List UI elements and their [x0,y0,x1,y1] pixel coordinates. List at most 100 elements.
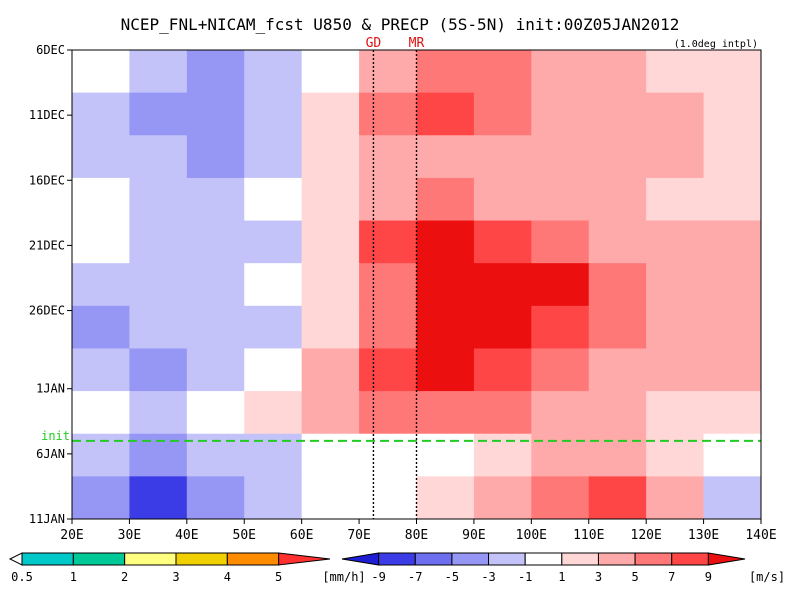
u850-cell [244,135,303,179]
u850-cell [531,348,590,392]
precip-legend-label: 4 [224,570,231,584]
u850-cell [531,92,590,136]
u850-cell [129,391,188,435]
x-tick-label: 50E [233,528,256,543]
u850-legend-swatch [707,552,746,566]
u850-cell [186,476,245,519]
u850-cell [416,50,475,94]
u850-legend-swatch [341,552,380,566]
u850-legend-label: -5 [445,570,459,584]
u850-cell [646,263,705,307]
x-tick-label: 30E [118,528,141,543]
u850-cell [129,92,188,136]
precip-legend-label: 2 [121,570,128,584]
u850-legend-swatch [451,552,490,566]
x-axis: 20E 30E 40E 50E 60E 70E 80E 90E 100E 110E 120E 130E… [60,519,777,543]
u850-cell [186,92,245,136]
u850-cell [588,135,647,179]
u850-cell [703,92,761,136]
u850-cell [359,50,418,94]
u850-cell [703,348,761,392]
u850-legend-label: -7 [408,570,422,584]
u850-legend-label: -3 [481,570,495,584]
u850-cell [72,263,131,307]
u850-cell [359,348,418,392]
u850-cell [703,391,761,435]
u850-cell [186,177,245,222]
u850-cell [473,263,532,307]
y-tick-label: 26DEC [29,304,65,318]
u850-cell [416,391,475,435]
precip-legend-swatch [226,552,280,566]
u850-cell [244,305,303,350]
u850-cell [473,220,532,264]
u850-legend-label: 3 [595,570,602,584]
u850-cell [531,135,590,179]
u850-cell [359,135,418,179]
u850-cell [646,391,705,435]
precip-legend-label: 0.5 [11,570,33,584]
x-tick-label: 90E [462,528,485,543]
u850-cell [129,476,188,519]
u850-cell [416,348,475,392]
u850-cell [473,92,532,136]
u850-cell [244,391,303,435]
u850-cell [72,348,131,392]
u850-cell [129,177,188,222]
u850-cell [72,305,131,350]
x-tick-label: 40E [175,528,198,543]
u850-cell [359,177,418,222]
u850-cell [588,348,647,392]
u850-cell [531,263,590,307]
precip-legend-swatch [278,552,331,566]
u850-cell [72,50,131,94]
u850-cell [244,92,303,136]
u850-cell [359,92,418,136]
u850-cell [416,92,475,136]
u850-cell [703,177,761,222]
x-tick-label: 60E [290,528,313,543]
u850-cell [72,177,131,222]
u850-cell [301,476,360,519]
u850-cell [359,220,418,264]
u850-cell [588,476,647,519]
u850-cell [72,220,131,264]
u850-cell [186,348,245,392]
u850-cell [301,177,360,222]
u850-cell [416,177,475,222]
u850-cell [646,220,705,264]
u850-cell [646,177,705,222]
u850-cell [244,263,303,307]
u850-legend-swatch [414,552,453,566]
u850-cell [186,220,245,264]
u850-cell [72,476,131,519]
u850-cell [703,476,761,519]
u850-legend-label: 9 [705,570,712,584]
u850-cell [531,305,590,350]
u850-cell [186,305,245,350]
u850-cell [646,92,705,136]
u850-cell [244,177,303,222]
u850-cell [531,391,590,435]
u850-cell [416,476,475,519]
u850-cell [129,348,188,392]
u850-cell [416,305,475,350]
u850-cell [301,391,360,435]
u850-cell [129,305,188,350]
u850-legend-swatch [524,552,563,566]
u850-cell [703,135,761,179]
u850-cell [301,348,360,392]
u850-legend: -9 -7 -5 -3 -1 1 3 5 7 9 [m/s] [341,552,785,584]
u850-cell [531,50,590,94]
x-tick-label: 70E [347,528,370,543]
u850-cell [244,348,303,392]
u850-cell [359,391,418,435]
y-tick-label: 21DEC [29,238,65,252]
u850-cell [588,92,647,136]
u850-cell [588,220,647,264]
x-tick-label: 80E [405,528,428,543]
u850-cell [588,305,647,350]
u850-legend-swatch [488,552,526,566]
x-tick-label: 20E [60,528,83,543]
u850-legend-unit: [m/s] [749,570,785,584]
